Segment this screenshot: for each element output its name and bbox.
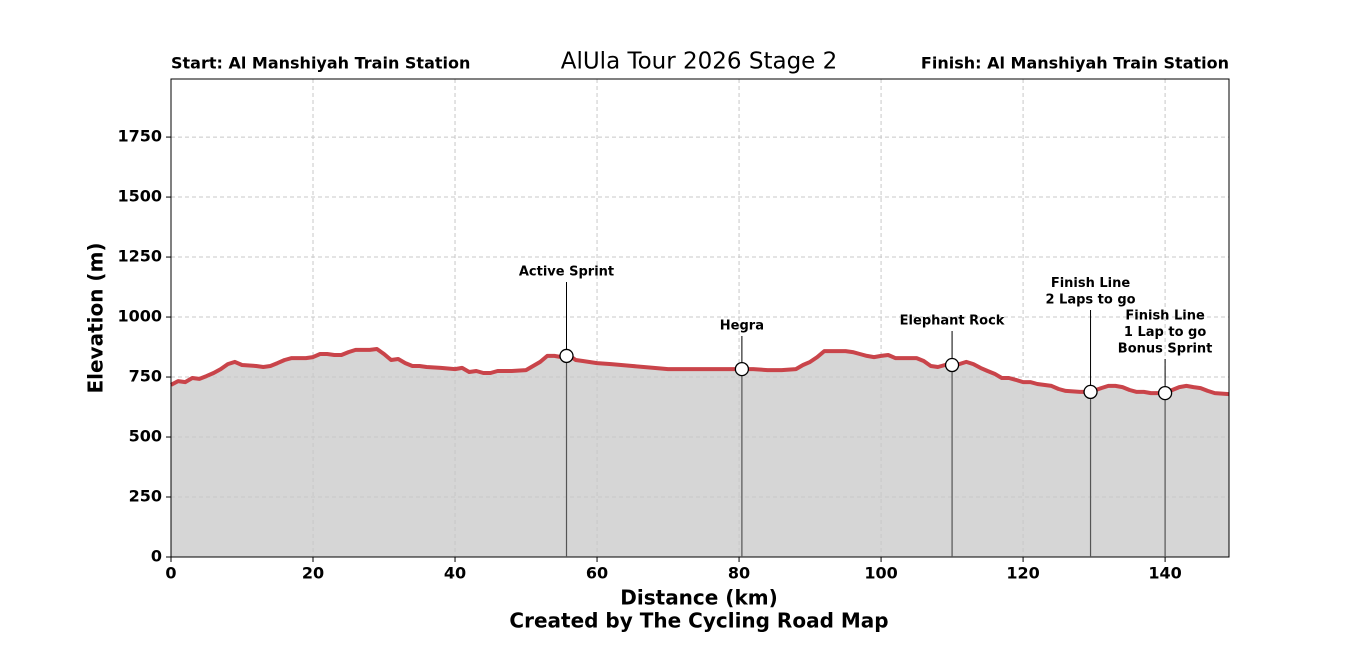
annotation-label: Active Sprint (519, 265, 614, 280)
elevation-area (171, 349, 1229, 557)
marker (1083, 384, 1098, 400)
y-tick-label: 750 (129, 367, 162, 386)
y-tick-label: 250 (129, 487, 162, 506)
x-tick-label: 140 (1148, 564, 1181, 583)
marker (734, 361, 750, 377)
annotation-label: 2 Laps to go (1045, 293, 1135, 308)
start-label: Start: Al Manshiyah Train Station (171, 54, 470, 73)
annotation-label: Finish Line (1125, 309, 1205, 324)
x-tick-label: 120 (1006, 564, 1039, 583)
annotation-label: Elephant Rock (900, 314, 1005, 329)
marker (1157, 385, 1173, 401)
annotation-label: Bonus Sprint (1118, 342, 1213, 357)
x-tick-label: 80 (728, 564, 750, 583)
x-tick-label: 100 (864, 564, 897, 583)
marker (944, 357, 960, 373)
x-axis-label: Distance (km) (620, 586, 777, 610)
chart-title: AlUla Tour 2026 Stage 2 (561, 49, 838, 75)
x-tick-label: 20 (302, 564, 324, 583)
x-tick-label: 60 (586, 564, 608, 583)
y-tick-label: 1500 (117, 187, 162, 206)
annotation-label: Hegra (720, 319, 764, 334)
y-tick-label: 1000 (117, 307, 162, 326)
footer: Created by The Cycling Road Map (509, 609, 888, 633)
annotation-label: Finish Line (1051, 276, 1131, 291)
x-tick-label: 40 (444, 564, 466, 583)
x-tick-label: 0 (165, 564, 176, 583)
y-tick-label: 500 (129, 427, 162, 446)
y-tick-label: 1250 (117, 247, 162, 266)
y-axis-label: Elevation (m) (84, 242, 108, 393)
elevation-line (170, 347, 1230, 397)
finish-label: Finish: Al Manshiyah Train Station (921, 54, 1229, 73)
y-tick-label: 1750 (117, 127, 162, 146)
plot-frame (170, 78, 1230, 558)
marker (559, 348, 574, 364)
annotation-label: 1 Lap to go (1124, 325, 1206, 340)
y-tick-label: 0 (151, 547, 162, 566)
